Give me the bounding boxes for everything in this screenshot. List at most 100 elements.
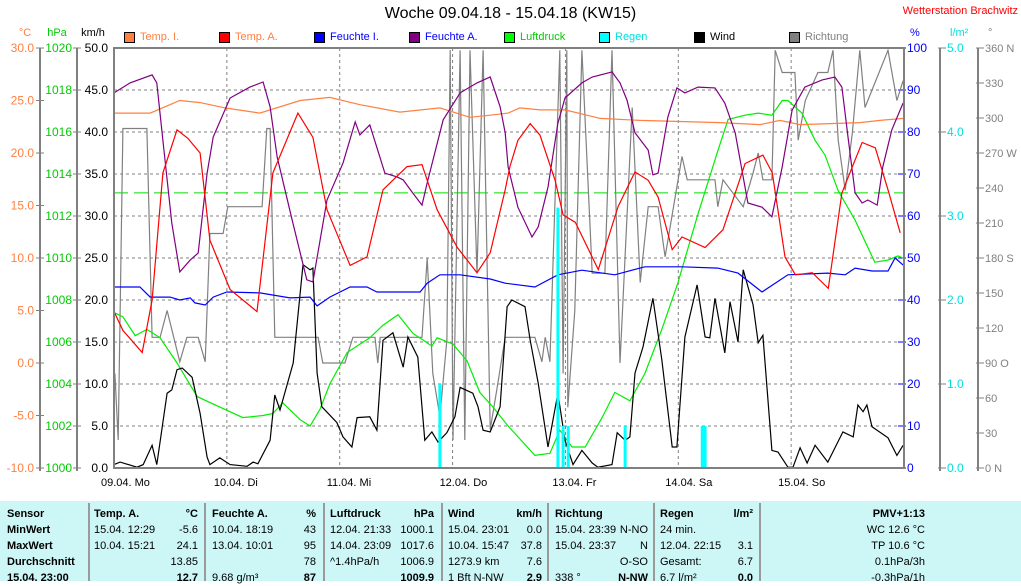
axis-tick-label-humidity: 50 [907,251,921,265]
axis-unit-rain: l/m² [950,27,969,39]
axis-unit-wind: km/h [81,27,105,39]
legend-label: Wind [710,31,736,43]
axis-tick-label-rain: 2.0 [947,293,964,307]
axis-tick-label-direction: 180 S [985,253,1014,265]
legend-item: Temp. A. [219,31,278,43]
column-unit-rain: l/m² [733,508,753,520]
axis-tick-label-humidity: 100 [907,41,927,55]
row-label: Durchschnitt [7,556,75,568]
extra-info: -0.3hPa/1h [871,572,925,584]
legend-item: Luftdruck [504,31,565,43]
weather-chart: 09.04. Mo 10.04. Di 11.04. Mi 12.04. Do 13.0… [7,27,1018,489]
column-header-rain: Regen [660,508,694,520]
table-cell-rain-info: 12.04. 22:15 [660,540,722,552]
axis-tick-label-humidity: 70 [907,167,921,181]
legend-swatch [599,31,610,43]
axis-tick-label-wind: 30.0 [85,209,109,223]
table-cell-wind-value: 37.8 [520,540,542,552]
table-cell-humidity-info: 13.04. 10:01 [212,540,274,552]
axis-unit-pressure: hPa [47,27,67,39]
table-cell-wind-info: 1273.9 km [448,556,500,568]
axis-tick-label-pressure: 1018 [45,83,72,97]
series-line-temp-a [113,111,901,354]
axis-tick-label-pressure: 1008 [45,293,72,307]
day-label: 14.04. Sa [665,477,713,489]
axis-tick-label-pressure: 1020 [45,41,72,55]
column-separator [653,503,655,581]
table-cell-temp-value: 24.1 [176,540,198,552]
axis-tick-label-direction: 90 O [985,358,1009,370]
axis-tick-label-direction: 240 [985,183,1003,195]
axis-tick-label-direction: 360 N [985,43,1014,55]
row-label: MinWert [7,524,51,536]
extra-info: 0.1hPa/3h [874,556,925,568]
axis-tick-label-wind: 40.0 [85,125,109,139]
series-line-wind [113,263,904,468]
legend-label: Luftdruck [520,31,566,43]
series-line-luftdruck [113,99,904,457]
table-cell-temp-value: 13.85 [170,556,198,568]
axis-tick-label-wind: 5.0 [91,419,108,433]
table-cell-direction-info: 338 ° [555,572,581,584]
table-cell-direction-info: 15.04. 23:37 [555,540,617,552]
series-line-feuchte-a [113,71,904,283]
axis-tick-label-direction: 270 W [985,148,1017,160]
axis-tick-label-direction: 210 [985,218,1003,230]
axis-tick-label-pressure: 1014 [45,167,72,181]
day-label: 13.04. Fr [552,477,596,489]
axis-tick-label-pressure: 1010 [45,251,72,265]
legend-label: Temp. I. [140,31,180,43]
column-header-humidity: Feuchte A. [212,508,268,520]
rain-bar [556,207,560,468]
rain-bar [438,384,442,468]
axis-tick-label-rain: 3.0 [947,209,964,223]
rain-bar [700,426,704,468]
axis-tick-label-direction: 300 [985,113,1003,125]
axis-tick-label-temp: 30.0 [11,41,35,55]
axis-tick-label-temp: -5.0 [13,409,34,423]
legend-label: Richtung [805,31,849,43]
axis-tick-label-direction: 30 [985,428,997,440]
rain-bar [561,426,565,468]
axis-tick-label-wind: 50.0 [85,41,109,55]
table-cell-direction-value: N [640,540,648,552]
axis-tick-label-humidity: 90 [907,83,921,97]
legend-label: Feuchte I. [330,31,379,43]
column-unit-temp: °C [185,508,198,520]
day-label: 11.04. Mi [327,477,371,489]
axis-tick-label-humidity: 30 [907,335,921,349]
rain-bar [566,426,570,468]
axis-tick-label-humidity: 40 [907,293,921,307]
column-header-wind: Wind [448,508,475,520]
table-cell-humidity-value: 78 [303,556,316,568]
series-line-richtung [114,48,904,441]
axis-tick-label-pressure: 1016 [45,125,72,139]
column-separator [441,503,443,581]
legend-label: Regen [615,31,648,43]
extra-info: WC 12.6 °C [866,524,925,536]
legend-swatch [124,31,135,43]
axis-tick-label-wind: 45.0 [85,83,109,97]
column-header-direction: Richtung [555,508,603,520]
axis-tick-label-temp: 5.0 [17,304,34,318]
station-name: Wetterstation Brachwitz [902,5,1018,17]
legend-label: Feuchte A. [425,31,478,43]
axis-unit-temp: °C [19,27,31,39]
table-cell-wind-info: 10.04. 15:47 [448,540,510,552]
column-header-pressure: Luftdruck [330,508,381,520]
table-cell-wind-value: 0.0 [526,524,542,536]
axis-tick-label-wind: 0.0 [91,461,108,475]
table-cell-pressure-value: 1009.9 [400,572,434,584]
axis-tick-label-wind: 20.0 [85,293,109,307]
day-label: 15.04. So [778,477,825,489]
axis-tick-label-pressure: 1002 [45,419,72,433]
table-cell-pressure-info: 14.04. 23:09 [330,540,392,552]
table-cell-rain-value: 6.7 [737,556,753,568]
axis-tick-label-humidity: 10 [907,419,921,433]
axis-tick-label-pressure: 1000 [45,461,72,475]
table-cell-humidity-info: 9.68 g/m³ [212,572,259,584]
axis-tick-label-direction: 150 [985,288,1003,300]
extra-info: PMV+1:13 [872,508,925,520]
axis-tick-label-rain: 5.0 [947,41,964,55]
rain-bar [703,426,707,468]
